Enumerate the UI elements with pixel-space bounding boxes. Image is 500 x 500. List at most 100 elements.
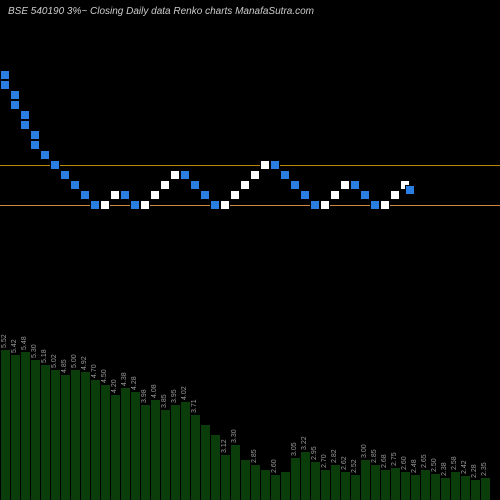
volume-bar — [290, 458, 300, 500]
renko-brick-down — [190, 180, 200, 190]
volume-label: 4.50 — [101, 369, 108, 383]
renko-brick-down — [290, 180, 300, 190]
volume-bar — [430, 474, 440, 500]
renko-brick-down — [40, 150, 50, 160]
volume-bar — [170, 405, 180, 500]
renko-brick-up — [110, 190, 120, 200]
volume-bar — [450, 472, 460, 500]
renko-brick-up — [100, 200, 110, 210]
volume-bar — [60, 375, 70, 500]
volume-bar — [460, 476, 470, 500]
volume-bar — [470, 480, 480, 500]
volume-label: 3.71 — [191, 399, 198, 413]
volume-bar — [70, 370, 80, 500]
volume-label: 2.28 — [471, 464, 478, 478]
renko-chart — [0, 20, 500, 300]
volume-label: 2.65 — [421, 454, 428, 468]
volume-label: 2.85 — [251, 449, 258, 463]
volume-label: 5.00 — [71, 354, 78, 368]
volume-bar — [260, 470, 270, 500]
volume-label: 4.02 — [181, 386, 188, 400]
volume-label: 3.22 — [301, 436, 308, 450]
volume-bar — [280, 472, 290, 500]
volume-label: 2.42 — [461, 460, 468, 474]
volume-label: 3.12 — [221, 439, 228, 453]
renko-brick-up — [150, 190, 160, 200]
renko-brick-up — [240, 180, 250, 190]
volume-label: 2.70 — [321, 454, 328, 468]
volume-label: 2.35 — [481, 462, 488, 476]
volume-bar — [330, 465, 340, 500]
renko-brick-down — [60, 170, 70, 180]
renko-brick-up — [320, 200, 330, 210]
renko-brick-up — [230, 190, 240, 200]
volume-bar — [440, 478, 450, 500]
reference-line — [0, 165, 500, 166]
renko-brick-down — [10, 100, 20, 110]
volume-bar — [160, 410, 170, 500]
renko-brick-down — [120, 190, 130, 200]
volume-label: 2.48 — [411, 459, 418, 473]
volume-bar — [410, 475, 420, 500]
volume-bar — [130, 392, 140, 500]
volume-bar — [420, 470, 430, 500]
volume-label: 4.20 — [111, 379, 118, 393]
renko-brick-down — [360, 190, 370, 200]
volume-label: 4.08 — [151, 384, 158, 398]
volume-label: 5.42 — [11, 339, 18, 353]
volume-bar — [180, 402, 190, 500]
volume-bar — [320, 470, 330, 500]
volume-label: 2.62 — [341, 456, 348, 470]
volume-label: 3.85 — [161, 394, 168, 408]
volume-bar — [300, 452, 310, 500]
volume-label: 2.95 — [311, 446, 318, 460]
volume-label: 2.85 — [371, 449, 378, 463]
volume-bar — [30, 360, 40, 500]
volume-bar — [340, 472, 350, 500]
renko-brick-up — [140, 200, 150, 210]
volume-bar — [190, 415, 200, 500]
renko-brick-up — [330, 190, 340, 200]
renko-brick-down — [310, 200, 320, 210]
volume-label: 2.60 — [401, 456, 408, 470]
volume-bar — [310, 462, 320, 500]
volume-bar — [220, 455, 230, 500]
volume-bar — [40, 365, 50, 500]
volume-label: 5.30 — [31, 344, 38, 358]
renko-brick-down — [30, 130, 40, 140]
volume-bar — [400, 472, 410, 500]
volume-bar — [80, 372, 90, 500]
renko-brick-up — [160, 180, 170, 190]
renko-brick-down — [270, 160, 280, 170]
volume-bar — [380, 470, 390, 500]
volume-label: 3.95 — [171, 389, 178, 403]
volume-label: 4.38 — [121, 372, 128, 386]
renko-brick-down — [90, 200, 100, 210]
volume-label: 3.30 — [231, 429, 238, 443]
volume-label: 4.85 — [61, 359, 68, 373]
renko-brick-up — [250, 170, 260, 180]
renko-brick-down — [20, 110, 30, 120]
volume-label: 4.70 — [91, 364, 98, 378]
volume-label: 3.00 — [361, 444, 368, 458]
volume-bar — [200, 425, 210, 500]
renko-brick-down — [200, 190, 210, 200]
volume-label: 2.52 — [351, 459, 358, 473]
volume-bar — [210, 435, 220, 500]
renko-brick-down — [0, 70, 10, 80]
renko-brick-down — [180, 170, 190, 180]
volume-bar — [360, 460, 370, 500]
renko-brick-down — [350, 180, 360, 190]
renko-brick-up — [220, 200, 230, 210]
volume-label: 2.82 — [331, 449, 338, 463]
renko-brick-down — [300, 190, 310, 200]
renko-brick-down — [130, 200, 140, 210]
volume-label: 2.75 — [391, 452, 398, 466]
volume-bar — [10, 355, 20, 500]
volume-bar — [390, 468, 400, 500]
renko-brick-up — [380, 200, 390, 210]
volume-bar — [100, 385, 110, 500]
volume-bar — [250, 465, 260, 500]
volume-label: 3.05 — [291, 442, 298, 456]
volume-bar — [240, 460, 250, 500]
